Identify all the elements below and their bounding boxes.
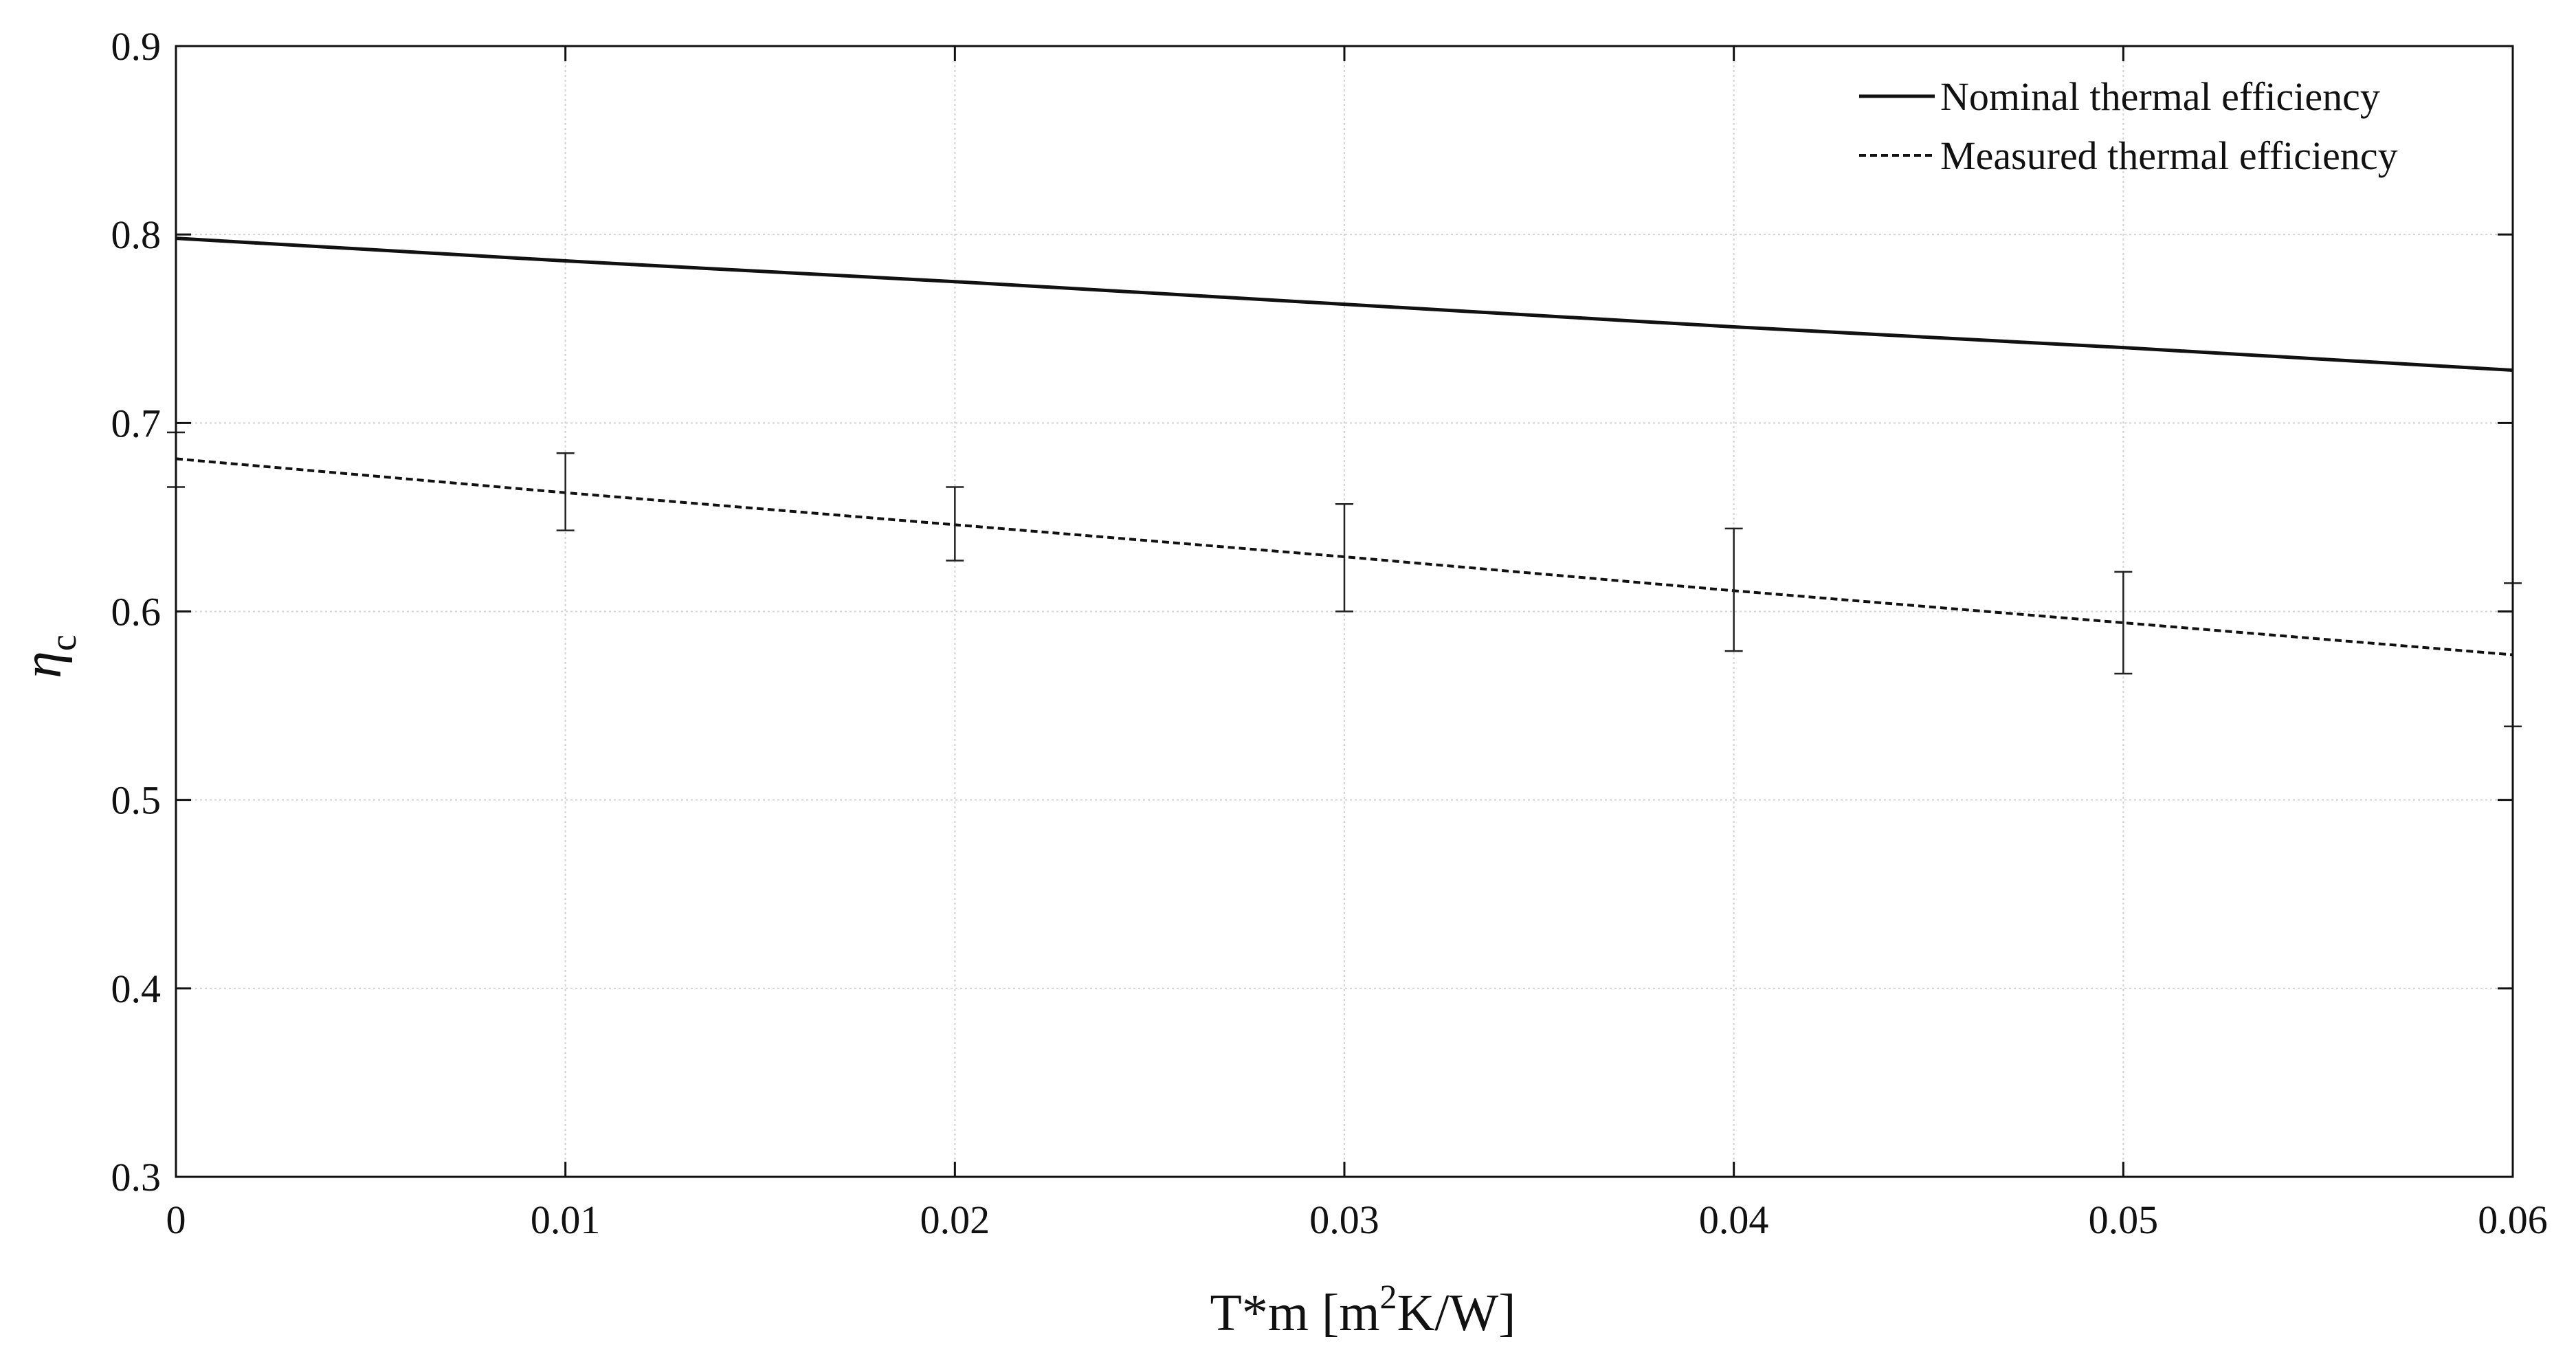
error-bar: [1335, 502, 1353, 612]
y-axis-title: ηc: [12, 634, 84, 678]
x-axis-title-sup: 2: [1379, 1277, 1397, 1316]
error-bar: [1724, 527, 1743, 652]
x-tick-label: 0.05: [2089, 1197, 2159, 1242]
x-tick-label: 0.03: [1309, 1197, 1379, 1242]
x-tick-label: 0: [166, 1197, 186, 1242]
x-tick-label: 0.01: [531, 1197, 601, 1242]
grid: [176, 46, 2513, 1177]
y-axis-title-sub: c: [43, 634, 84, 651]
y-tick-label: 0.9: [111, 24, 162, 69]
y-tick-label: 0.6: [111, 590, 162, 634]
y-tick-label: 0.7: [111, 401, 162, 445]
nominal-efficiency-line: [175, 236, 2513, 373]
y-tick-label: 0.4: [111, 966, 162, 1011]
axes: 0 0.01 0.02 0.03 0.04 0.05 0.06 0.3 0.4 0.5 0.6 0.7…: [111, 24, 2548, 1242]
error-bar: [2114, 571, 2133, 675]
x-tick-label: 0.02: [920, 1197, 990, 1242]
y-axis-title-main: η: [12, 651, 73, 678]
x-tick-label: 0.04: [1699, 1197, 1769, 1242]
y-tick-label: 0.5: [111, 778, 162, 823]
x-axis-title: T*m [m2K/W]: [1210, 1277, 1515, 1342]
y-tick-label: 0.3: [111, 1155, 162, 1200]
y-tick-label: 0.8: [111, 212, 162, 257]
error-bar: [946, 486, 964, 562]
x-axis-title-main: T*m [m: [1210, 1284, 1379, 1342]
legend: Nominal thermal efficiency Measured therm…: [1859, 74, 2398, 178]
legend-label: Nominal thermal efficiency: [1940, 74, 2380, 119]
legend-label: Measured thermal efficiency: [1940, 133, 2398, 178]
error-bar: [556, 452, 575, 531]
x-tick-label: 0.06: [2478, 1197, 2548, 1242]
x-axis-title-rest: K/W]: [1397, 1284, 1515, 1342]
